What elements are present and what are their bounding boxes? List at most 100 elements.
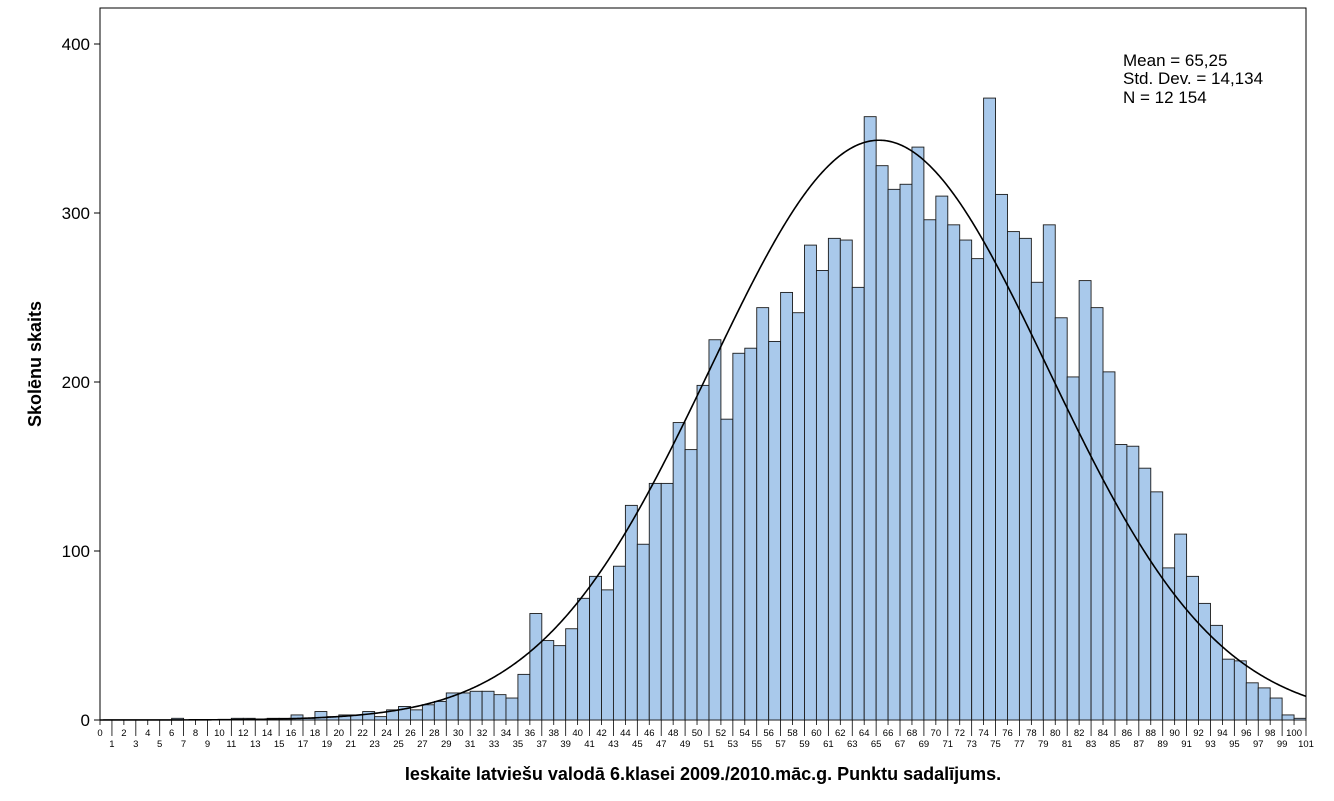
x-tick-label: 66	[883, 728, 894, 739]
histogram-bar	[1198, 602, 1211, 721]
histogram-bar	[553, 645, 567, 721]
histogram-bar	[1138, 467, 1152, 721]
x-tick-label: 86	[1122, 728, 1133, 739]
x-tick-label: 52	[716, 728, 727, 739]
y-axis-title: Skolēnu skaits	[25, 301, 45, 427]
histogram-bar	[410, 709, 423, 721]
x-axis: 0123456789101112131415161718192021222324…	[97, 720, 1314, 750]
x-tick-label: 94	[1217, 728, 1228, 739]
normal-curve	[100, 139, 1307, 721]
x-tick-label: 85	[1110, 739, 1121, 750]
x-tick-label: 21	[345, 739, 356, 750]
histogram-bar	[1174, 533, 1188, 721]
histogram-bar	[959, 239, 973, 721]
x-tick-label: 40	[572, 728, 583, 739]
histogram-bar	[839, 239, 853, 721]
x-tick-label: 75	[990, 739, 1001, 750]
histogram-bar	[756, 307, 770, 721]
histogram-bar	[374, 716, 388, 721]
x-tick-label: 101	[1298, 739, 1314, 750]
x-tick-label: 13	[250, 739, 261, 750]
x-tick-label: 73	[966, 739, 977, 750]
x-tick-label: 61	[823, 739, 834, 750]
histogram-bar	[815, 270, 829, 721]
x-tick-label: 22	[357, 728, 368, 739]
histogram-bar	[983, 97, 996, 721]
histogram-bar	[648, 482, 662, 721]
x-tick-label: 49	[680, 739, 691, 750]
histogram-bar	[624, 504, 638, 721]
stats-n: N = 12 154	[1123, 88, 1207, 107]
histogram-bar	[612, 565, 626, 721]
x-tick-label: 39	[560, 739, 571, 750]
x-tick-label: 62	[835, 728, 846, 739]
x-tick-label: 99	[1277, 739, 1288, 750]
histogram-bar	[433, 700, 447, 721]
x-tick-label: 1	[109, 739, 114, 750]
histogram-bar	[314, 711, 328, 721]
x-tick-label: 38	[548, 728, 559, 739]
x-tick-label: 67	[895, 739, 906, 750]
x-tick-label: 50	[692, 728, 703, 739]
x-tick-label: 42	[596, 728, 607, 739]
x-tick-label: 59	[799, 739, 810, 750]
x-tick-label: 17	[298, 739, 309, 750]
histogram-bar	[1102, 371, 1116, 721]
x-axis-title: Ieskaite latviešu valodā 6.klasei 2009./…	[405, 764, 1001, 784]
x-tick-label: 33	[489, 739, 500, 750]
x-tick-label: 26	[405, 728, 416, 739]
bars-group	[171, 97, 1307, 721]
x-tick-label: 34	[501, 728, 512, 739]
histogram-bar	[481, 690, 495, 721]
x-tick-label: 32	[477, 728, 488, 739]
x-tick-label: 8	[193, 728, 198, 739]
histogram-bar	[493, 694, 507, 721]
x-tick-label: 60	[811, 728, 822, 739]
x-tick-label: 80	[1050, 728, 1061, 739]
histogram-bar	[1245, 682, 1259, 721]
x-tick-label: 92	[1193, 728, 1204, 739]
stats-mean: Mean = 65,25	[1123, 51, 1227, 70]
histogram-bar	[1078, 280, 1092, 721]
histogram-bar	[1090, 307, 1104, 721]
x-tick-label: 24	[381, 728, 392, 739]
x-tick-label: 74	[978, 728, 989, 739]
histogram-bar	[696, 384, 710, 721]
x-tick-label: 63	[847, 739, 858, 750]
x-tick-label: 58	[787, 728, 798, 739]
histogram-bar	[1186, 575, 1199, 721]
histogram-bar	[1257, 687, 1271, 721]
histogram-bar	[1269, 697, 1283, 721]
x-tick-label: 45	[632, 739, 643, 750]
histogram-bar	[684, 449, 698, 721]
y-tick-label: 300	[62, 204, 90, 223]
x-tick-label: 10	[214, 728, 225, 739]
x-tick-label: 20	[334, 728, 345, 739]
histogram-bar	[1150, 491, 1164, 721]
x-tick-label: 87	[1134, 739, 1145, 750]
x-tick-label: 100	[1286, 728, 1302, 739]
histogram-bar	[1293, 717, 1307, 721]
histogram-bar	[911, 146, 925, 721]
histogram-bar	[1054, 317, 1068, 721]
histogram-bar	[541, 640, 555, 721]
x-tick-label: 71	[942, 739, 953, 750]
x-tick-label: 28	[429, 728, 440, 739]
y-tick-label: 400	[62, 35, 90, 54]
histogram-bar	[577, 597, 591, 721]
x-tick-label: 14	[262, 728, 273, 739]
histogram-bar	[875, 165, 889, 721]
stats-std-dev: Std. Dev. = 14,134	[1123, 69, 1263, 88]
x-tick-label: 18	[310, 728, 321, 739]
histogram-bar	[505, 697, 519, 721]
histogram-bar	[732, 352, 746, 721]
x-tick-label: 0	[97, 728, 102, 739]
x-tick-label: 43	[608, 739, 619, 750]
x-tick-label: 68	[907, 728, 918, 739]
histogram-bar	[899, 183, 913, 721]
x-tick-label: 88	[1145, 728, 1156, 739]
histogram-bar	[1221, 658, 1235, 721]
histogram-bar	[589, 575, 602, 721]
x-tick-label: 9	[205, 739, 210, 750]
